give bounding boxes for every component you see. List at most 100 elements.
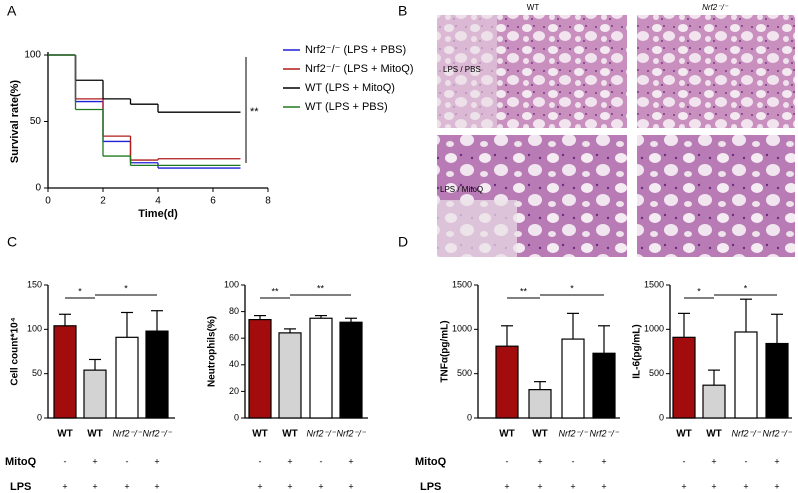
x-tick-label: Nrf2⁻/⁻ — [762, 428, 792, 438]
condition-sign: - — [745, 456, 748, 466]
condition-sign: + — [681, 481, 686, 491]
x-tick-label: WT — [676, 429, 692, 440]
row-label: LPS / PBS — [443, 65, 481, 74]
panel-label: B — [398, 3, 407, 19]
x-tick-label: WT — [706, 429, 722, 440]
y-tick-label: 0 — [234, 412, 239, 422]
significance-label: ** — [520, 286, 528, 296]
x-axis-label: Time(d) — [138, 208, 178, 220]
bar — [528, 389, 552, 419]
micrographs — [437, 15, 795, 257]
bar — [145, 330, 169, 419]
condition-sign: + — [348, 456, 353, 466]
x-tick-label: 8 — [265, 196, 271, 207]
annotation: ** — [250, 106, 259, 118]
significance-label: * — [78, 286, 82, 296]
legend-label: Nrf2⁻/⁻ (LPS + PBS) — [305, 44, 406, 56]
condition-sign: + — [348, 481, 353, 491]
condition-sign: - — [683, 456, 686, 466]
y-tick-label: 500 — [649, 368, 664, 378]
x-tick-label: WT — [87, 429, 103, 440]
bar — [53, 325, 77, 419]
condition-sign: + — [154, 481, 159, 491]
bar — [702, 384, 726, 419]
significance-label: * — [124, 283, 128, 293]
y-tick-label: 500 — [457, 368, 472, 378]
y-tick-label: 0 — [659, 412, 664, 422]
condition-sign: + — [257, 481, 262, 491]
y-tick-label: 50 — [32, 368, 42, 378]
bar — [592, 352, 616, 419]
y-tick-label: 1500 — [644, 279, 664, 289]
panel-label: A — [7, 3, 17, 19]
condition-sign: + — [92, 456, 97, 466]
condition-sign: + — [711, 456, 716, 466]
condition-sign: - — [64, 456, 67, 466]
condition-sign: + — [124, 481, 129, 491]
y-axis-label: Cell count*10⁴ — [10, 317, 21, 385]
y-tick-label: 100 — [224, 279, 239, 289]
y-tick-label: 100 — [27, 324, 42, 334]
condition-sign: + — [570, 481, 575, 491]
condition-sign: - — [572, 456, 575, 466]
significance-label: ** — [317, 283, 325, 293]
condition-sign: + — [601, 456, 606, 466]
legend-label: WT (LPS + MitoQ) — [305, 82, 395, 94]
legend-label: Nrf2⁻/⁻ (LPS + MitoQ) — [305, 63, 414, 75]
micrograph-area — [437, 200, 517, 257]
significance-label: ** — [271, 286, 279, 296]
condition-name: MitoQ — [5, 456, 37, 468]
x-tick-label: Nrf2⁻/⁻ — [731, 428, 761, 438]
condition-sign: + — [711, 481, 716, 491]
y-tick-label: 80 — [229, 306, 239, 316]
condition-name: LPS — [10, 481, 31, 493]
condition-sign: + — [62, 481, 67, 491]
condition-name: LPS — [420, 481, 441, 493]
row-label: LPS / MitoQ — [440, 185, 483, 194]
condition-sign: - — [506, 456, 509, 466]
y-tick-label: 150 — [27, 279, 42, 289]
x-tick-label: 4 — [155, 196, 161, 207]
panel-label: C — [7, 234, 17, 250]
condition-sign: + — [92, 481, 97, 491]
condition-sign: + — [287, 456, 292, 466]
x-tick-label: WT — [57, 429, 73, 440]
significance-label: * — [744, 283, 748, 293]
y-tick-label: 1000 — [644, 324, 664, 334]
bar — [672, 336, 696, 419]
y-tick-label: 0 — [35, 183, 41, 194]
y-tick-label: 0 — [467, 412, 472, 422]
bar — [765, 342, 789, 419]
condition-sign: + — [318, 481, 323, 491]
column-label: WT — [527, 3, 540, 12]
condition-sign: + — [504, 481, 509, 491]
condition-sign: + — [537, 481, 542, 491]
condition-name: MitoQ — [415, 456, 447, 468]
legend-label: WT (LPS + PBS) — [305, 101, 388, 113]
bar — [278, 332, 302, 419]
y-tick-label: 0 — [37, 412, 42, 422]
bar — [248, 318, 272, 419]
y-tick-label: 1500 — [452, 279, 472, 289]
x-tick-label: WT — [532, 429, 548, 440]
x-tick-label: 2 — [100, 196, 106, 207]
y-tick-label: 1000 — [452, 324, 472, 334]
column-label: Nrf2⁻/⁻ — [702, 3, 729, 12]
bar — [309, 317, 333, 419]
bar — [339, 321, 363, 419]
bar — [115, 336, 139, 419]
x-tick-label: Nrf2⁻/⁻ — [336, 428, 366, 438]
y-tick-label: 100 — [24, 50, 41, 61]
y-tick-label: 60 — [229, 333, 239, 343]
y-axis-label: Survival rate(%) — [9, 80, 21, 163]
y-tick-label: 40 — [229, 359, 239, 369]
x-tick-label: Nrf2⁻/⁻ — [142, 428, 172, 438]
x-tick-label: Nrf2⁻/⁻ — [558, 428, 588, 438]
x-tick-label: 0 — [45, 196, 51, 207]
bar — [734, 331, 758, 419]
x-tick-label: WT — [282, 429, 298, 440]
bar — [83, 369, 107, 419]
condition-sign: + — [743, 481, 748, 491]
condition-sign: + — [774, 481, 779, 491]
condition-sign: + — [537, 456, 542, 466]
